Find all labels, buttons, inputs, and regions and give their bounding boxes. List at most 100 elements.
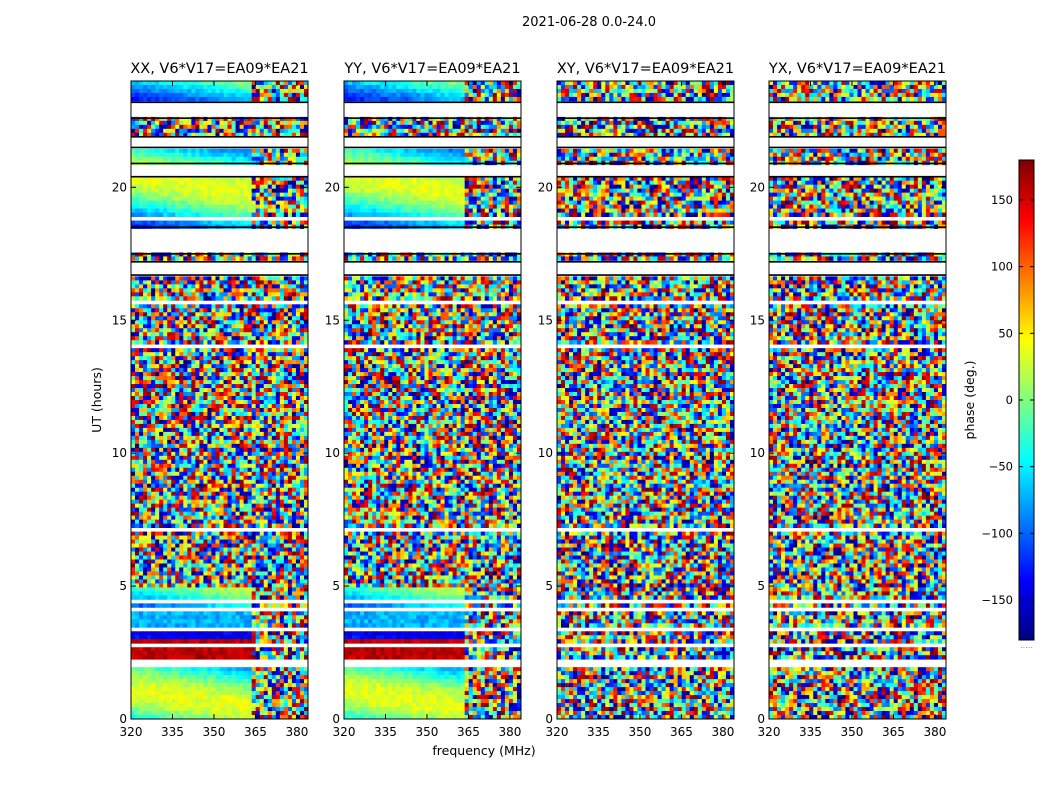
heatmap-cell bbox=[187, 611, 191, 615]
heatmap-cell bbox=[135, 197, 139, 201]
heatmap-cell bbox=[272, 205, 276, 209]
heatmap-cell bbox=[131, 536, 135, 540]
heatmap-cell bbox=[131, 603, 135, 607]
heatmap-cell bbox=[228, 380, 232, 384]
heatmap-cell bbox=[159, 364, 163, 368]
heatmap-cell bbox=[292, 97, 296, 101]
heatmap-cell bbox=[248, 284, 252, 288]
heatmap-cell bbox=[167, 472, 171, 476]
heatmap-cell bbox=[155, 420, 159, 424]
heatmap-cell bbox=[272, 452, 276, 456]
heatmap-cell bbox=[191, 623, 195, 627]
heatmap-cell bbox=[211, 460, 215, 464]
heatmap-cell bbox=[220, 328, 224, 332]
heatmap-cell bbox=[159, 508, 163, 512]
heatmap-cell bbox=[167, 460, 171, 464]
heatmap-cell bbox=[240, 560, 244, 564]
heatmap-cell bbox=[256, 544, 260, 548]
heatmap-cell bbox=[203, 619, 207, 623]
heatmap-cell bbox=[175, 432, 179, 436]
heatmap-cell bbox=[211, 563, 215, 567]
heatmap-cell bbox=[300, 623, 304, 627]
heatmap-cell bbox=[143, 392, 147, 396]
heatmap-cell bbox=[276, 209, 280, 213]
heatmap-cell bbox=[296, 125, 300, 129]
heatmap-cell bbox=[272, 603, 276, 607]
heatmap-cell bbox=[292, 404, 296, 408]
heatmap-cell bbox=[187, 520, 191, 524]
heatmap-cell bbox=[296, 623, 300, 627]
heatmap-cell bbox=[199, 89, 203, 93]
heatmap-cell bbox=[288, 567, 292, 571]
heatmap-cell bbox=[248, 631, 252, 635]
heatmap-cell bbox=[232, 189, 236, 193]
heatmap-cell bbox=[236, 121, 240, 125]
heatmap-cell bbox=[195, 552, 199, 556]
heatmap-cell bbox=[151, 544, 155, 548]
heatmap-cell bbox=[220, 460, 224, 464]
heatmap-cell bbox=[159, 352, 163, 356]
heatmap-cell bbox=[252, 256, 256, 260]
heatmap-cell bbox=[232, 396, 236, 400]
heatmap-cell bbox=[232, 368, 236, 372]
heatmap-cell bbox=[135, 308, 139, 312]
heatmap-cell bbox=[256, 448, 260, 452]
heatmap-cell bbox=[292, 312, 296, 316]
heatmap-cell bbox=[199, 197, 203, 201]
heatmap-cell bbox=[147, 292, 151, 296]
heatmap-cell bbox=[224, 472, 228, 476]
heatmap-cell bbox=[220, 221, 224, 225]
heatmap-cell bbox=[224, 436, 228, 440]
heatmap-cell bbox=[203, 93, 207, 97]
heatmap-cell bbox=[284, 360, 288, 364]
heatmap-cell bbox=[256, 583, 260, 587]
heatmap-cell bbox=[228, 603, 232, 607]
heatmap-cell bbox=[175, 185, 179, 189]
heatmap-cell bbox=[211, 221, 215, 225]
heatmap-cell bbox=[272, 256, 276, 260]
heatmap-cell bbox=[244, 524, 248, 528]
heatmap-cell bbox=[187, 197, 191, 201]
heatmap-cell bbox=[252, 308, 256, 312]
heatmap-cell bbox=[151, 536, 155, 540]
heatmap-cell bbox=[183, 556, 187, 560]
heatmap-cell bbox=[288, 452, 292, 456]
heatmap-cell bbox=[276, 428, 280, 432]
heatmap-cell bbox=[228, 496, 232, 500]
heatmap-cell bbox=[175, 93, 179, 97]
heatmap-cell bbox=[203, 500, 207, 504]
heatmap-cell bbox=[240, 512, 244, 516]
heatmap-cell bbox=[171, 587, 175, 591]
heatmap-cell bbox=[159, 332, 163, 336]
heatmap-cell bbox=[260, 408, 264, 412]
heatmap-cell bbox=[143, 456, 147, 460]
heatmap-cell bbox=[187, 464, 191, 468]
heatmap-cell bbox=[155, 256, 159, 260]
heatmap-cell bbox=[139, 639, 143, 643]
heatmap-cell bbox=[195, 556, 199, 560]
heatmap-cell bbox=[236, 440, 240, 444]
heatmap-cell bbox=[207, 595, 211, 599]
heatmap-cell bbox=[280, 587, 284, 591]
heatmap-cell bbox=[240, 444, 244, 448]
heatmap-cell bbox=[183, 205, 187, 209]
heatmap-cell bbox=[207, 548, 211, 552]
heatmap-cell bbox=[288, 548, 292, 552]
heatmap-cell bbox=[264, 444, 268, 448]
heatmap-cell bbox=[195, 85, 199, 89]
heatmap-cell bbox=[171, 256, 175, 260]
heatmap-cell bbox=[284, 153, 288, 157]
heatmap-cell bbox=[296, 524, 300, 528]
heatmap-cell bbox=[183, 404, 187, 408]
heatmap-cell bbox=[228, 591, 232, 595]
heatmap-cell bbox=[260, 472, 264, 476]
heatmap-cell bbox=[236, 619, 240, 623]
heatmap-cell bbox=[288, 129, 292, 133]
heatmap-cell bbox=[264, 81, 268, 85]
heatmap-cell bbox=[163, 440, 167, 444]
heatmap-cell bbox=[163, 368, 167, 372]
heatmap-cell bbox=[179, 276, 183, 280]
heatmap-cell bbox=[131, 587, 135, 591]
heatmap-cell bbox=[252, 181, 256, 185]
heatmap-cell bbox=[147, 376, 151, 380]
